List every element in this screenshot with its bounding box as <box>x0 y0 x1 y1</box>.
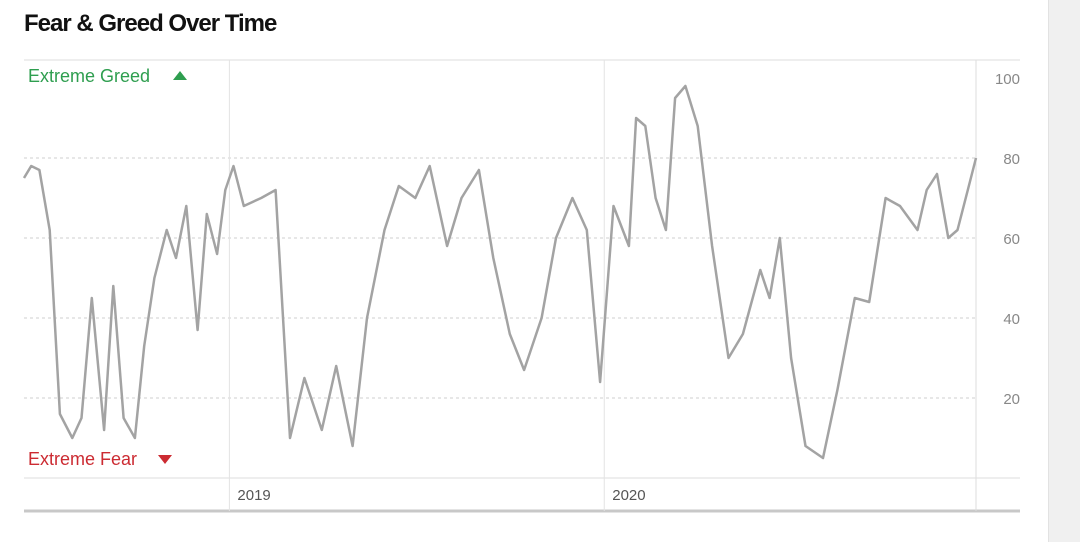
fear-greed-line <box>22 84 978 460</box>
fear-greed-chart: 20 40 60 80 100 2019 2020 Extreme Greed Extre… <box>22 59 1020 513</box>
x-axis: 2019 2020 <box>237 487 645 504</box>
extreme-greed-label: Extreme Greed <box>28 66 150 86</box>
grid <box>24 59 1020 513</box>
y-tick-label: 40 <box>1003 311 1020 328</box>
y-axis: 20 40 60 80 100 <box>995 71 1020 408</box>
x-tick-label: 2019 <box>237 487 270 504</box>
chart-card: Fear & Greed Over Time 20 40 60 80 100 2019 2… <box>0 0 1049 542</box>
y-tick-label: 20 <box>1003 391 1020 408</box>
y-tick-label: 60 <box>1003 231 1020 248</box>
x-tick-label: 2020 <box>612 487 645 504</box>
y-tick-label: 100 <box>995 71 1020 88</box>
y-tick-label: 80 <box>1003 151 1020 168</box>
chart-title: Fear & Greed Over Time <box>24 10 277 37</box>
extreme-fear-label: Extreme Fear <box>28 449 137 469</box>
triangle-down-icon <box>158 455 172 464</box>
triangle-up-icon <box>173 71 187 80</box>
